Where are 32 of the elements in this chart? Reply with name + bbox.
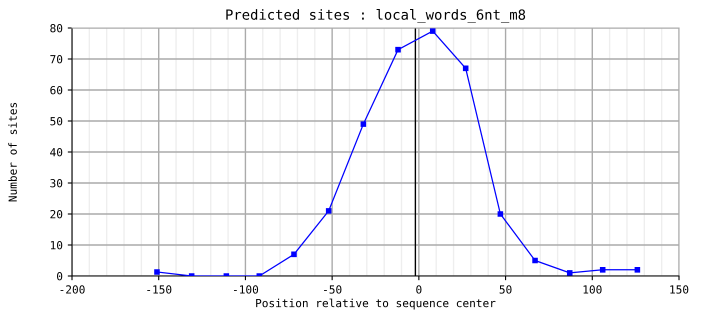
point: [291, 252, 297, 258]
x-tick-label: -100: [234, 285, 258, 294]
point: [154, 269, 160, 275]
point: [395, 46, 401, 52]
point: [532, 258, 538, 264]
x-tick-label: 100: [584, 285, 602, 294]
x-tick-label: -150: [147, 285, 172, 294]
point: [462, 66, 468, 72]
x-tick-label: -50: [324, 285, 342, 294]
y-axis-title: Number of sites: [8, 102, 17, 202]
point: [360, 121, 366, 127]
point: [326, 208, 332, 214]
y-tick-label: 20: [50, 210, 62, 218]
point: [566, 270, 573, 276]
point: [430, 28, 436, 34]
y-tick-label: 10: [50, 241, 62, 250]
point: [634, 267, 640, 273]
chart-title: Predicted sites : local_words_6nt_m8: [226, 9, 526, 23]
y-tick-label: 40: [50, 148, 62, 156]
y-tick-label: 50: [50, 117, 62, 126]
y-tick-label: 60: [50, 86, 62, 94]
x-axis-title: Position relative to sequence center: [256, 298, 496, 310]
point: [600, 267, 606, 273]
y-tick-label: 0: [57, 272, 62, 280]
y-tick-label: 30: [50, 179, 62, 188]
x-tick-label: 150: [670, 285, 688, 294]
x-tick-label: 0: [416, 285, 422, 294]
y-tick-label: 80: [50, 24, 62, 32]
x-tick-label: -200: [60, 285, 85, 294]
y-tick-label: 70: [50, 55, 62, 64]
point: [498, 211, 504, 217]
x-tick-label: 50: [500, 285, 512, 294]
